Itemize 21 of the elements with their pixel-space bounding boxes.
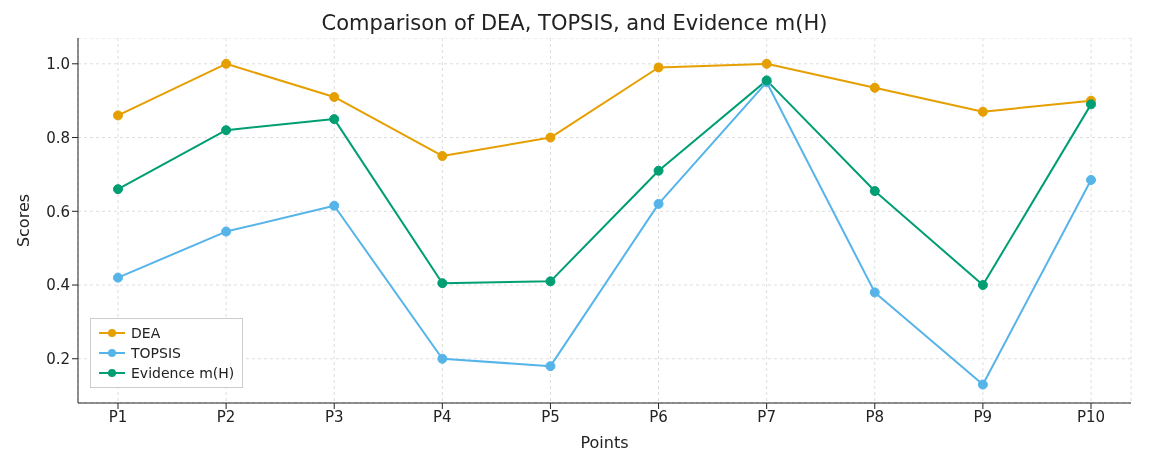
x-tick-label: P4 [433,407,452,426]
x-tick-label: P5 [541,407,560,426]
x-tick-label: P2 [216,407,236,426]
x-tick-label: P10 [1076,407,1106,426]
y-tick-label: 0.2 [46,350,70,369]
chart-title: Comparison of DEA, TOPSIS, and Evidence m(H) [320,10,829,37]
y-tick-label: 0.6 [46,202,70,221]
x-tick-label: P7 [757,407,776,426]
x-tick-label: P8 [865,407,885,426]
y-tick-label: 0.4 [46,276,70,295]
y-axis-title: Scores [13,193,33,248]
x-tick-label: P1 [108,407,128,426]
y-tick-label: 1.0 [46,55,70,74]
legend-label: DEA [131,324,161,343]
legend-label: Evidence m(H) [131,364,235,383]
y-tick-label: 0.8 [46,128,70,147]
x-tick-label: P9 [973,407,993,426]
x-tick-label: P3 [324,407,344,426]
x-tick-label: P6 [649,407,668,426]
x-axis-title: Points [580,433,629,452]
legend-label: TOPSIS [131,344,181,363]
